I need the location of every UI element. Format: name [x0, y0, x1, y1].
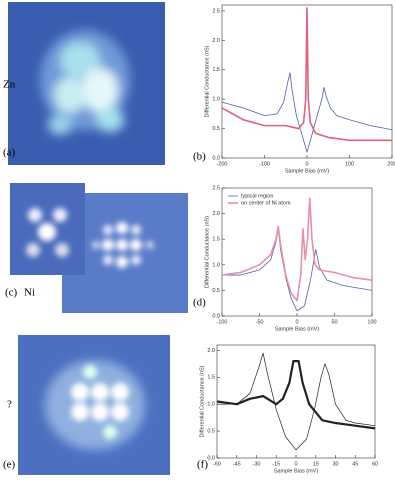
- y-axis-label: Differential Conductance (nS): [199, 365, 205, 437]
- y-tick-label: 0.5: [212, 288, 220, 294]
- data-line: [221, 197, 373, 302]
- legend-label: typical region: [241, 193, 273, 199]
- y-tick-label: 2.5: [212, 185, 220, 191]
- y-tick-label: 2.5: [212, 8, 220, 14]
- x-tick-label: 100: [345, 161, 354, 167]
- data-line: [222, 228, 373, 312]
- y-axis-label: Differential Conductance (nS): [204, 45, 210, 117]
- data-line: [216, 360, 376, 430]
- element-label: Ni: [24, 287, 35, 299]
- x-tick-label: 0: [295, 319, 298, 325]
- panel-label: (e): [3, 459, 16, 471]
- panel-label: (f): [197, 459, 208, 471]
- y-tick-label: 2.0: [212, 38, 220, 44]
- panel-label: (d): [193, 297, 206, 309]
- y-tick-label: 2.0: [207, 348, 215, 354]
- panel-label: (a): [3, 147, 16, 159]
- x-tick-label: -60: [213, 461, 221, 467]
- data-line: [221, 72, 393, 153]
- y-tick-label: 0.5: [212, 126, 220, 132]
- x-tick-label: -30: [253, 461, 261, 467]
- x-tick-label: -50: [256, 319, 264, 325]
- x-tick-label: 45: [352, 461, 358, 467]
- x-tick-label: 30: [332, 461, 338, 467]
- y-tick-label: 1.0: [207, 402, 215, 408]
- x-tick-label: 200: [387, 161, 395, 167]
- x-tick-label: -100: [216, 319, 227, 325]
- x-tick-label: 60: [372, 461, 378, 467]
- y-tick-label: 1.5: [212, 67, 220, 73]
- y-tick-label: 2.0: [212, 211, 220, 217]
- data-line: [221, 7, 392, 142]
- y-tick-label: 0.0: [212, 313, 220, 319]
- element-label: ?: [7, 399, 12, 411]
- y-tick-label: 1.0: [212, 97, 220, 103]
- stm-image-unknown: [18, 335, 170, 475]
- y-tick-label: 1.5: [212, 237, 220, 243]
- x-tick-label: -200: [216, 161, 227, 167]
- x-tick-label: -100: [259, 161, 270, 167]
- y-tick-label: 0.0: [212, 155, 220, 161]
- x-axis-label: Sample Bias (mV): [285, 168, 329, 174]
- y-tick-label: 0.5: [207, 429, 215, 435]
- panel-label: (c): [5, 287, 18, 299]
- x-tick-label: 100: [367, 319, 376, 325]
- y-tick-label: 0.0: [207, 455, 215, 461]
- x-tick-label: 15: [313, 461, 319, 467]
- x-axis-label: Sample Bias (mV): [275, 326, 319, 332]
- stm-image-zn: [8, 2, 165, 165]
- x-tick-label: -45: [233, 461, 241, 467]
- element-label: Zn: [3, 79, 16, 91]
- x-tick-label: -15: [272, 461, 280, 467]
- data-line: [217, 352, 376, 451]
- x-tick-label: 0: [305, 161, 308, 167]
- x-axis-label: Sample Bias (mV): [274, 468, 318, 474]
- panel-label: (b): [193, 151, 206, 163]
- y-tick-label: 1.0: [212, 262, 220, 268]
- y-tick-label: 1.5: [207, 375, 215, 381]
- y-axis-label: Differential Conductance (nS): [204, 216, 210, 288]
- stm-image-ni: [10, 183, 188, 313]
- legend-label: on center of Ni atom: [241, 200, 291, 206]
- x-tick-label: 0: [294, 461, 297, 467]
- x-tick-label: 50: [331, 319, 337, 325]
